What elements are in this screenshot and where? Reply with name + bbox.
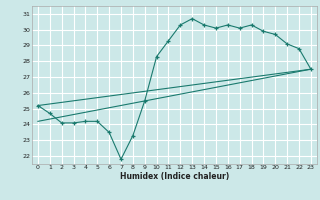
X-axis label: Humidex (Indice chaleur): Humidex (Indice chaleur) bbox=[120, 172, 229, 181]
